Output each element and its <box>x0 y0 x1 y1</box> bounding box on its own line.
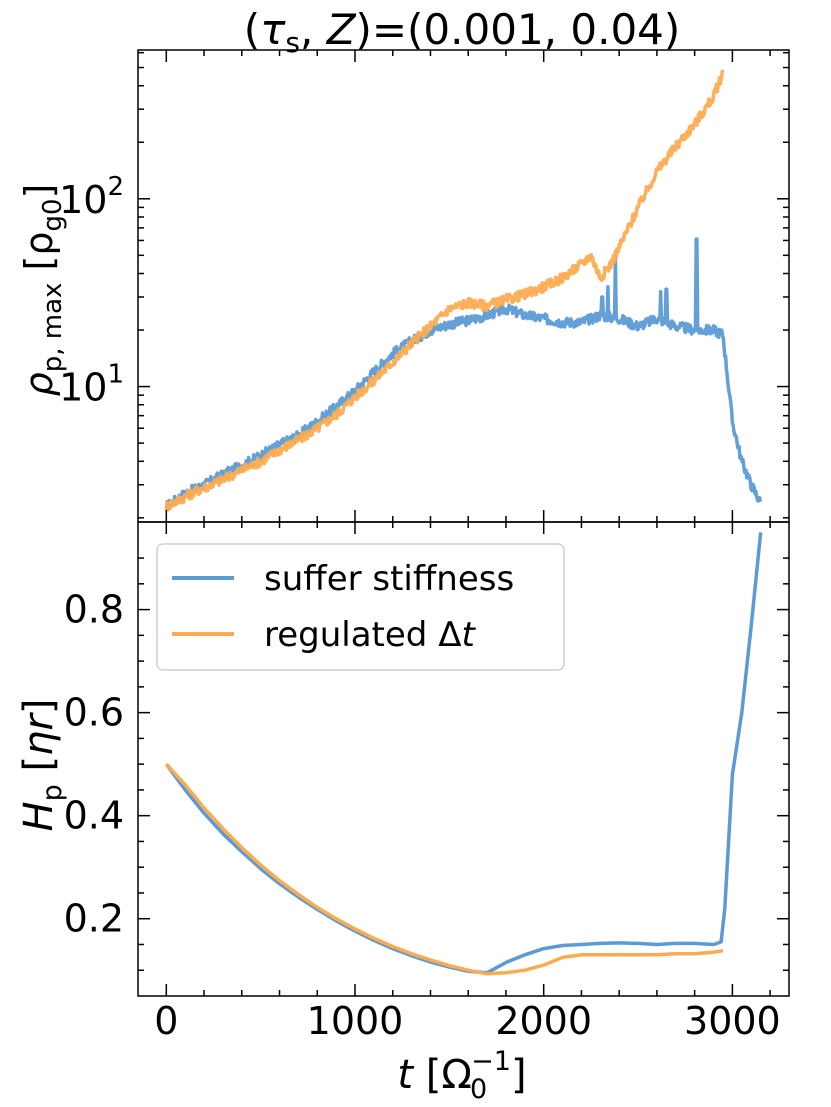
x-tick-label: 0 <box>154 999 178 1043</box>
bottom-y-axis-label: Hp [ηr] <box>16 699 68 832</box>
y-tick-label: 0.4 <box>64 794 124 838</box>
x-tick-label: 3000 <box>684 999 781 1043</box>
top-y-axis-label: ρp, max [ρg0] <box>17 184 68 397</box>
scale-height-panel: 0 1000 2000 3000 0.2 0.4 0.6 0.8 suffer stiffnes… <box>64 521 790 1043</box>
bottom-plot-frame <box>137 521 790 997</box>
y-tick-label: 0.6 <box>64 691 124 735</box>
legend-label: suffer stiffness <box>264 559 514 599</box>
y-tick-label: 101 <box>59 360 124 410</box>
top-series-line-suffer <box>165 237 763 512</box>
bottom-series-line-regulated <box>165 763 724 976</box>
legend: suffer stiffness regulated Δt <box>156 543 565 671</box>
density-panel: 102 101 <box>59 49 790 523</box>
y-tick-label: 0.8 <box>64 588 124 632</box>
x-axis-label: t [Ω0−1] <box>397 1046 526 1105</box>
legend-box <box>156 543 565 671</box>
x-tick-label: 2000 <box>495 999 592 1043</box>
legend-label: regulated Δt <box>264 615 476 655</box>
bottom-series-line-suffer <box>164 532 763 975</box>
x-tick-label: 1000 <box>307 999 404 1043</box>
y-tick-label: 0.2 <box>64 897 124 941</box>
y-tick-label: 102 <box>59 172 124 222</box>
top-plot-frame <box>137 49 790 523</box>
chart-title: (τs, Z)=(0.001, 0.04) <box>244 5 681 59</box>
top-series-line-regulated <box>164 69 725 512</box>
